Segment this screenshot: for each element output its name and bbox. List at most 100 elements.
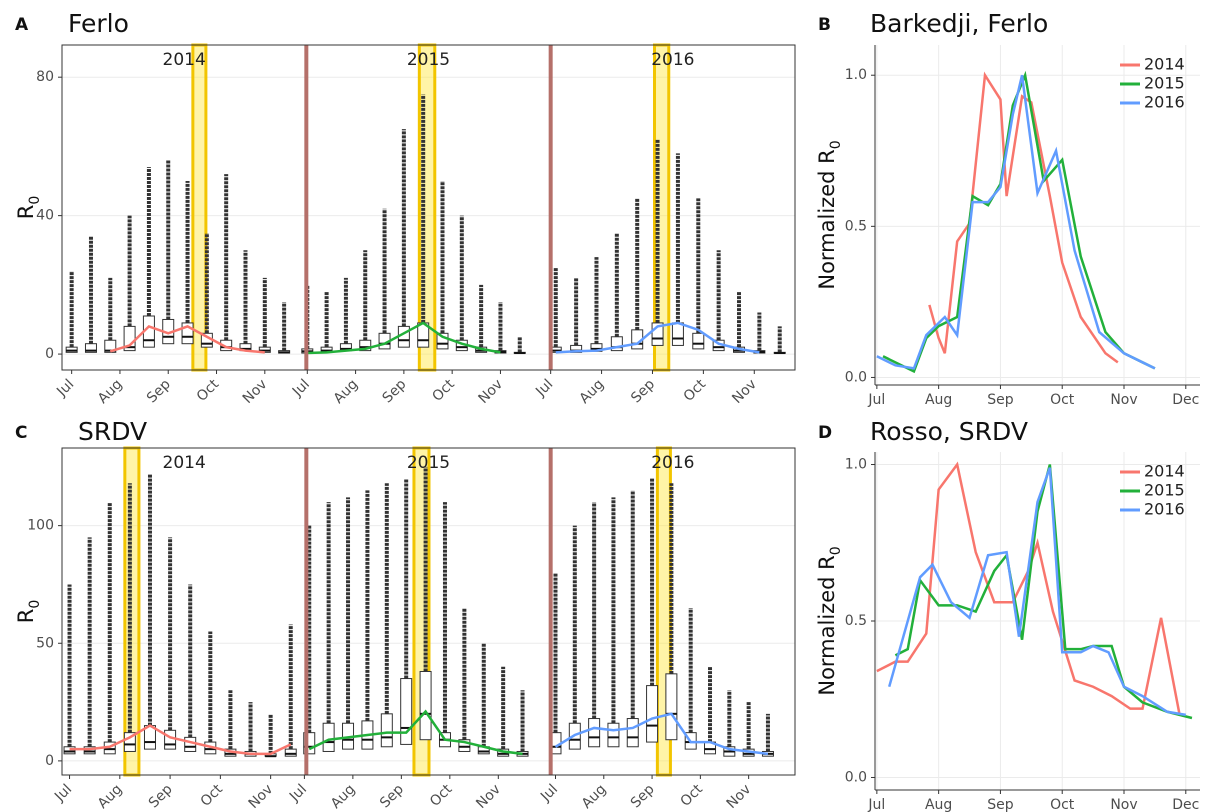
facet-label: 2016	[651, 50, 694, 70]
box	[181, 322, 194, 345]
panel-title: Barkedji, Ferlo	[870, 9, 1048, 38]
y-tick-label: 0	[45, 753, 54, 769]
legend-label: 2016	[1144, 93, 1185, 112]
facet-label: 2014	[163, 453, 206, 473]
x-tick-label: Jul	[51, 781, 75, 805]
y-axis-label: R0	[14, 600, 43, 624]
x-tick-label: Aug	[925, 392, 952, 408]
x-tick-label: Nov	[1110, 797, 1137, 812]
x-tick-label: Sep	[628, 781, 658, 811]
facet-label: 2014	[163, 50, 206, 70]
y-tick-label: 100	[27, 518, 54, 534]
box	[184, 736, 197, 752]
x-tick-label: Jul	[867, 797, 885, 812]
x-tick-label: Jul	[537, 781, 561, 805]
x-tick-label: Aug	[328, 781, 359, 812]
plot-border	[61, 447, 796, 776]
panel-title: Rosso, SRDV	[870, 417, 1028, 446]
x-tick-label: Oct	[678, 781, 707, 810]
box	[123, 732, 136, 752]
x-tick-label: Aug	[579, 781, 610, 812]
x-tick-label: Oct	[681, 376, 710, 405]
y-tick-label: 1.0	[845, 67, 867, 83]
y-axis-label: R0	[14, 196, 43, 220]
x-tick-label: Aug	[925, 797, 952, 812]
box	[84, 343, 97, 353]
x-tick-label: Jul	[532, 376, 556, 400]
legend-label: 2015	[1144, 481, 1185, 500]
x-tick-label: Dec	[1172, 392, 1199, 408]
box	[607, 722, 620, 748]
box	[284, 748, 297, 757]
box	[104, 339, 117, 353]
box	[380, 713, 393, 748]
x-tick-label: Sep	[380, 376, 410, 406]
y-axis-label-main: R	[14, 609, 38, 624]
y-axis-label-sub: 0	[828, 546, 844, 555]
y-axis-label-main: Normalized R	[815, 555, 839, 695]
x-tick-label: Nov	[475, 376, 506, 407]
series-line	[876, 74, 1156, 370]
box	[588, 718, 601, 748]
x-tick-label: Sep	[987, 392, 1014, 408]
x-tick-label: Sep	[628, 376, 658, 406]
y-tick-label: 0.0	[845, 769, 867, 785]
box	[665, 673, 678, 741]
y-tick-label: 0	[45, 346, 54, 362]
mean-line	[109, 324, 265, 354]
box	[419, 670, 432, 741]
panel-title: SRDV	[78, 417, 147, 446]
highlight-band	[123, 446, 141, 777]
x-tick-label: Nov	[1110, 392, 1137, 408]
panel-title: Ferlo	[68, 9, 129, 38]
x-tick-label: Aug	[95, 781, 126, 812]
panel-letter: A	[15, 15, 29, 35]
box	[651, 322, 664, 346]
legend-label: 2016	[1144, 500, 1185, 519]
x-tick-label: Jul	[867, 392, 885, 408]
box	[164, 729, 177, 750]
x-tick-label: Jul	[53, 376, 77, 400]
x-tick-label: Oct	[194, 376, 223, 405]
y-tick-label: 0.0	[845, 369, 867, 385]
mean-line	[307, 321, 501, 355]
y-tick-label: 50	[36, 635, 54, 651]
y-axis-label: Normalized R0	[815, 546, 844, 695]
y-axis-label: Normalized R0	[815, 140, 844, 289]
box	[303, 732, 316, 755]
x-tick-label: Oct	[429, 376, 458, 405]
mean-line	[308, 709, 523, 756]
x-tick-label: Nov	[246, 781, 277, 812]
plot-border	[61, 44, 796, 371]
mean-line	[69, 724, 292, 756]
panel-letter: C	[15, 423, 27, 443]
legend-label: 2015	[1144, 74, 1185, 93]
x-tick-label: Sep	[144, 376, 174, 406]
x-tick-label: Nov	[729, 376, 760, 407]
box	[626, 718, 639, 748]
x-tick-label: Aug	[95, 376, 126, 407]
y-axis-label-main: Normalized R	[815, 149, 839, 289]
x-tick-label: Oct	[1050, 392, 1075, 408]
y-axis-label-sub: 0	[27, 600, 43, 609]
x-tick-label: Sep	[987, 797, 1014, 812]
box	[671, 322, 684, 346]
box	[458, 739, 471, 752]
box	[322, 722, 335, 752]
x-tick-label: Sep	[377, 781, 407, 811]
x-tick-label: Aug	[577, 376, 608, 407]
panel-letter: D	[818, 423, 832, 443]
y-axis-label-sub: 0	[27, 196, 43, 205]
x-tick-label: Dec	[1172, 797, 1199, 812]
x-tick-label: Oct	[198, 781, 227, 810]
y-tick-label: 0.5	[845, 613, 867, 629]
box	[436, 332, 449, 350]
x-tick-label: Nov	[473, 781, 504, 812]
x-tick-label: Oct	[1050, 797, 1075, 812]
legend-label: 2014	[1144, 55, 1185, 74]
y-tick-label: 0.5	[845, 218, 867, 234]
box	[400, 678, 413, 745]
highlight-band	[191, 43, 208, 372]
series-line	[888, 467, 1186, 717]
x-tick-label: Nov	[724, 781, 755, 812]
